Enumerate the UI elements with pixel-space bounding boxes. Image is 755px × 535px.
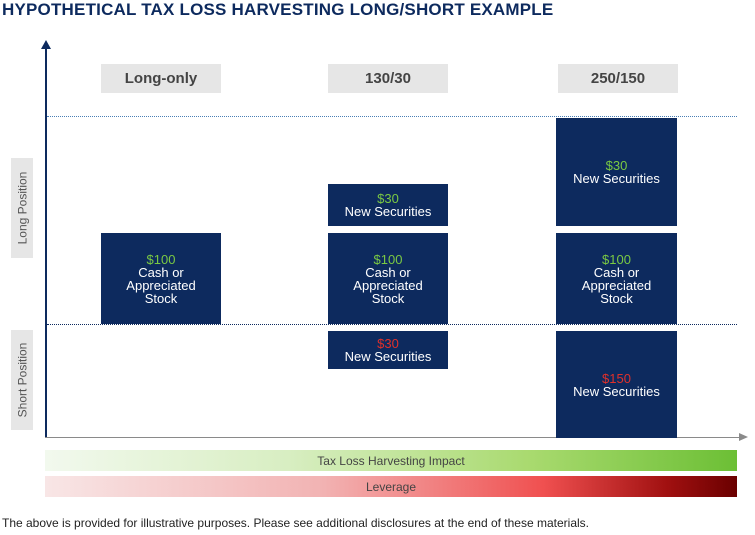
box-amount: $150 [602,370,631,386]
box-amount: $30 [377,191,399,206]
box-long-only-core: $100 Cash or Appreciated Stock [101,233,221,324]
box-250-150-long-extra: $30 New Securities [556,118,677,226]
box-amount: $30 [605,158,628,173]
box-line: Cash or [138,264,184,280]
box-250-150-core: $100 Cash or Appreciated Stock [556,233,677,324]
x-axis [45,437,740,438]
column-header-130-30: 130/30 [328,64,448,93]
box-line: Stock [144,290,178,306]
tax-loss-harvesting-impact-label: Tax Loss Harvesting Impact [317,453,465,468]
disclaimer-text: The above is provided for illustrative p… [2,516,589,530]
leverage-label: Leverage [365,479,417,494]
box-amount: $100 [373,251,403,267]
tax-loss-harvesting-impact-bar: Tax Loss Harvesting Impact [45,450,737,471]
box-amount: $100 [602,251,631,267]
box-line: Appreciated [353,277,423,293]
box-amount: $100 [146,251,176,267]
box-line: Stock [600,290,633,306]
long-position-label: Long Position [11,158,33,258]
y-axis [45,48,47,438]
box-line: New Securities [573,383,660,399]
box-250-150-short: $150 New Securities [556,331,677,438]
box-130-30-long-extra: $30 New Securities [328,184,448,226]
box-line: Cash or [593,264,640,280]
box-line: New Securities [344,204,432,219]
top-reference-line [47,116,737,117]
box-line: New Securities [573,171,660,186]
y-axis-arrow [41,40,51,49]
zero-reference-line [47,324,737,325]
column-header-250-150: 250/150 [558,64,678,93]
box-130-30-short: $30 New Securities [328,331,448,369]
x-axis-arrow [739,433,748,441]
box-line: Cash or [365,264,411,280]
box-line: New Securities [344,349,432,364]
box-line: Stock [371,290,405,306]
box-line: Appreciated [126,277,196,293]
box-amount: $30 [377,336,399,351]
page-title: HYPOTHETICAL TAX LOSS HARVESTING LONG/SH… [2,0,554,19]
short-position-label: Short Position [11,330,33,430]
box-line: Appreciated [581,277,652,293]
leverage-bar: Leverage [45,476,737,497]
box-130-30-core: $100 Cash or Appreciated Stock [328,233,448,324]
column-header-long-only: Long-only [101,64,221,93]
